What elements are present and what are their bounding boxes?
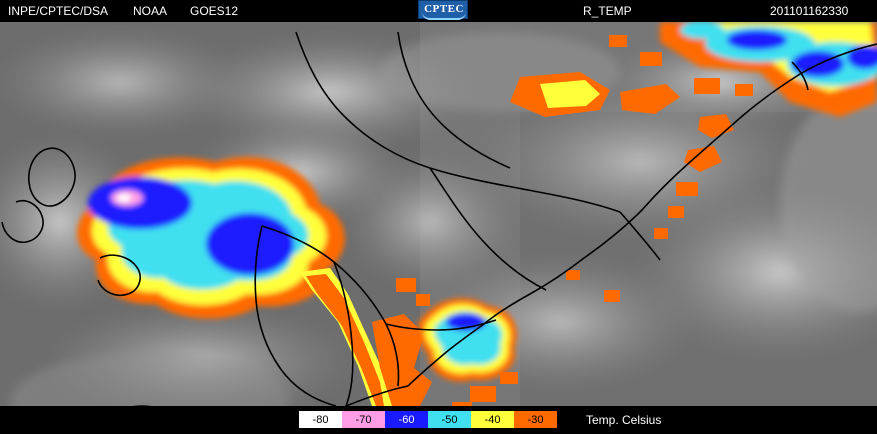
image-header-bar: INPE/CPTEC/DSA NOAA GOES12 CPTEC R_TEMP … xyxy=(0,0,877,22)
legend-swatch-0: -80 xyxy=(299,411,342,428)
color-scale-legend: -80 -70 -60 -50 -40 -30 Temp. Celsius xyxy=(0,406,877,434)
legend-title: Temp. Celsius xyxy=(586,413,662,427)
cold-cloud-cluster-west xyxy=(77,157,345,319)
frontal-band-south xyxy=(300,268,518,406)
cptec-logo-swoosh-icon xyxy=(422,12,466,20)
legend-swatch-1: -70 xyxy=(342,411,385,428)
cold-cloud-cluster-northeast xyxy=(660,22,877,117)
legend-swatch-3: -50 xyxy=(428,411,471,428)
header-institution: INPE/CPTEC/DSA xyxy=(8,4,109,18)
satellite-image-canvas xyxy=(0,22,877,406)
header-product: R_TEMP xyxy=(583,4,632,18)
legend-swatch-2: -60 xyxy=(385,411,428,428)
cptec-logo: CPTEC xyxy=(418,0,468,20)
legend-swatch-strip: -80 -70 -60 -50 -40 -30 xyxy=(299,411,557,428)
legend-swatch-5: -30 xyxy=(514,411,557,428)
warm-top-patches-north xyxy=(510,35,753,302)
header-agency: NOAA xyxy=(133,4,168,18)
satellite-image xyxy=(0,22,877,406)
legend-swatch-4: -40 xyxy=(471,411,514,428)
header-satellite: GOES12 xyxy=(190,4,239,18)
map-borders xyxy=(1,31,877,406)
header-timestamp: 201101162330 xyxy=(770,4,849,18)
